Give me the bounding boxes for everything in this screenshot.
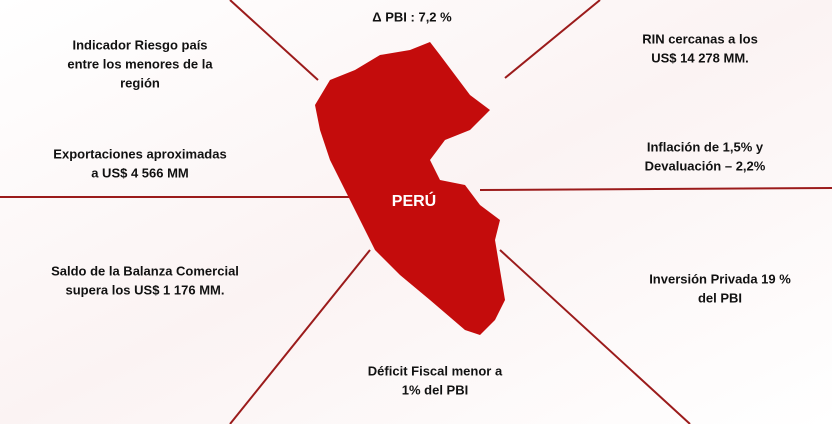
label-line: Inversión Privada 19 %	[649, 271, 791, 286]
label-line: RIN cercanas a los	[642, 31, 758, 46]
peru-map	[315, 42, 505, 335]
label-line: del PBI	[698, 290, 742, 305]
label-line: 1% del PBI	[402, 382, 468, 397]
ray	[229, 249, 371, 424]
ray	[504, 0, 601, 79]
ray	[479, 187, 832, 191]
label-line: Indicador Riesgo país	[72, 37, 207, 52]
label-line: Δ PBI : 7,2 %	[372, 9, 452, 24]
label-line: US$ 14 278 MM.	[651, 50, 749, 65]
label-line: Saldo de la Balanza Comercial	[51, 263, 239, 278]
label-line: supera los US$ 1 176 MM.	[66, 282, 225, 297]
ray	[229, 0, 319, 81]
label-line: Inflación de 1,5% y	[647, 139, 764, 154]
label-line: entre los menores de la	[67, 56, 213, 71]
map-label: PERÚ	[392, 191, 436, 210]
label-line: Devaluación – 2,2%	[645, 158, 766, 173]
ray	[499, 249, 691, 424]
labels: Δ PBI : 7,2 % Indicador Riesgo país entre …	[51, 9, 791, 397]
label-line: Exportaciones aproximadas	[53, 146, 226, 161]
label-line: Déficit Fiscal menor a	[368, 363, 503, 378]
label-line: región	[120, 75, 160, 90]
label-line: a US$ 4 566 MM	[91, 165, 189, 180]
